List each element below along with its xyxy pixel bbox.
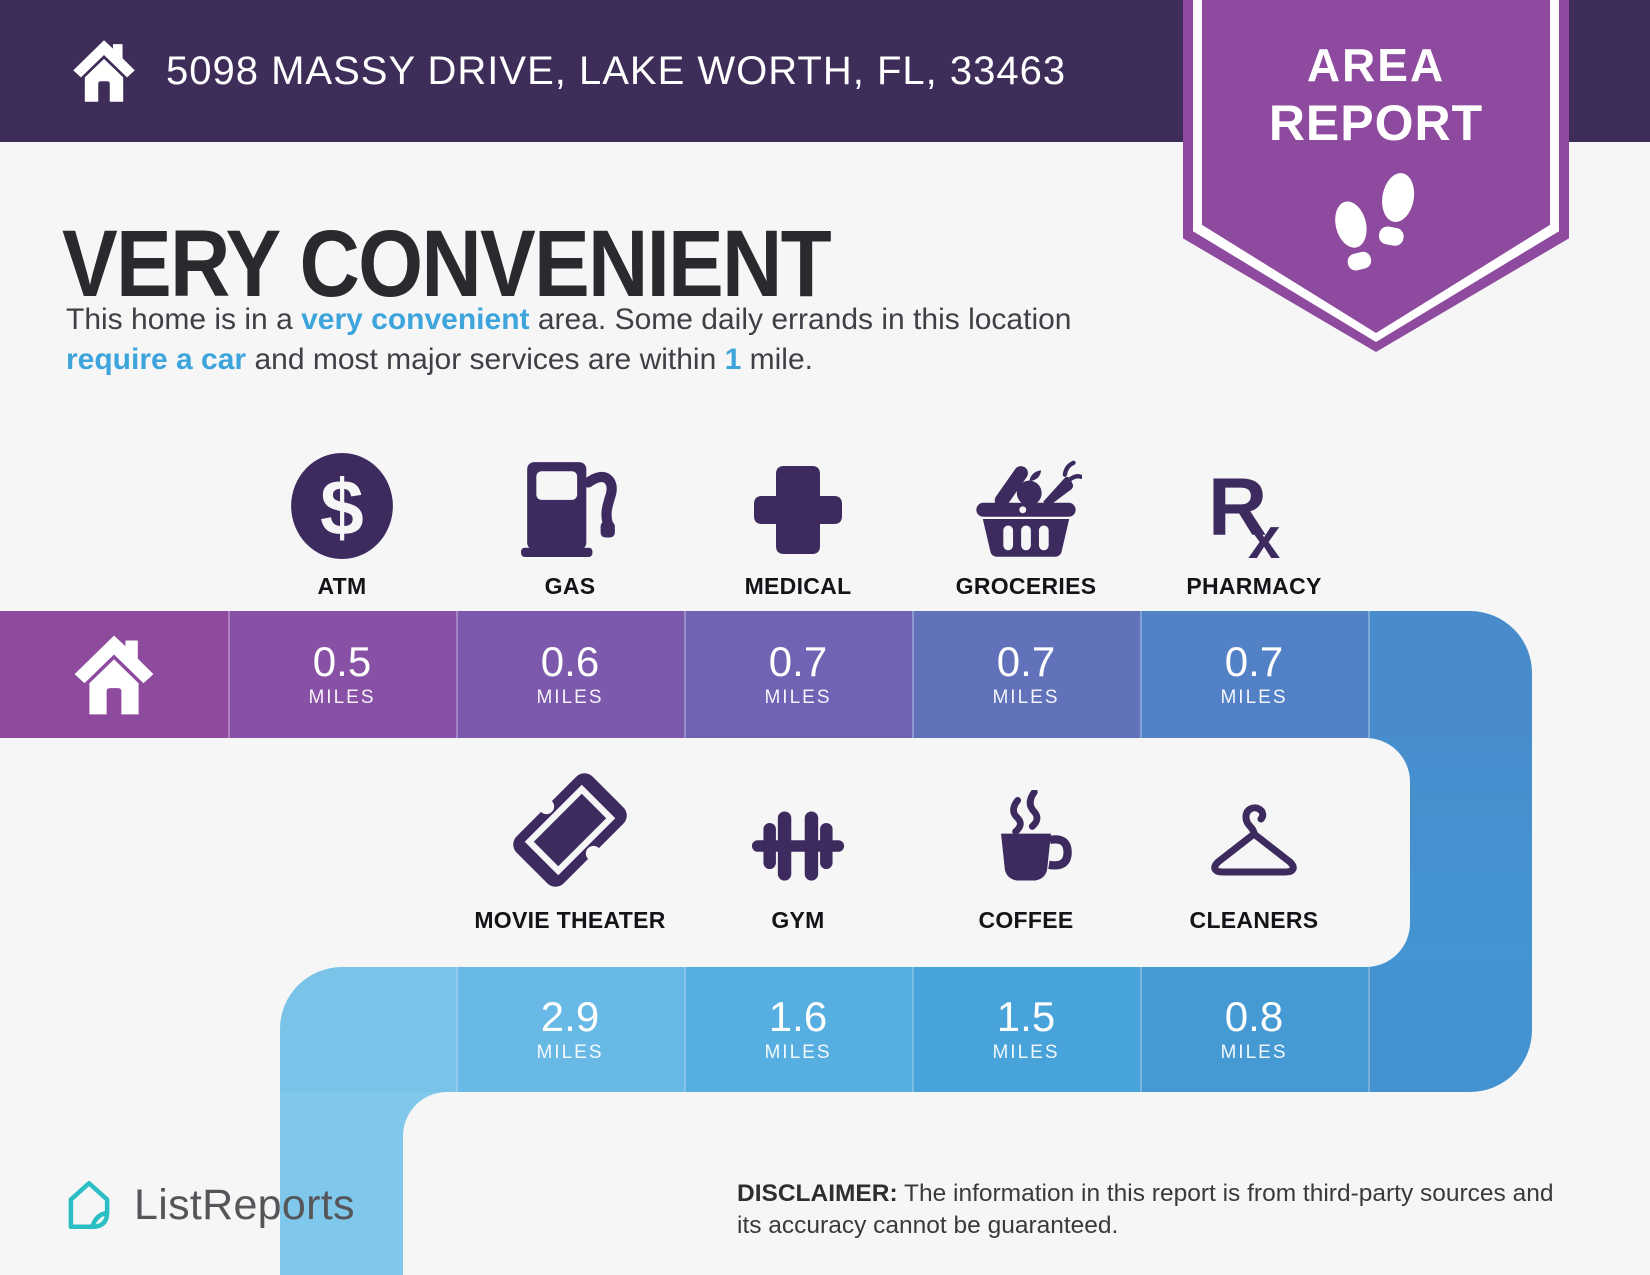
distance-value: 1.6 xyxy=(768,993,828,1040)
distance-value: 2.9 xyxy=(540,993,600,1040)
disclaimer-text: The information in this report is from t… xyxy=(737,1180,1554,1239)
paragraph-text: area. Some daily errands in this locatio… xyxy=(529,303,1072,336)
distance-value: 0.7 xyxy=(996,638,1056,685)
poi-label: MOVIE THEATER xyxy=(474,907,666,933)
home-segment xyxy=(0,611,228,738)
groceries-icon xyxy=(970,438,1082,560)
distance-value: 0.7 xyxy=(768,638,828,685)
pharmacy-icon: R x xyxy=(1204,438,1304,560)
paragraph-text: mile. xyxy=(741,343,813,376)
distance-unit: MILES xyxy=(308,687,376,708)
highlighted-text: 1 xyxy=(724,343,742,376)
distance-unit: MILES xyxy=(536,687,604,708)
poi-label: COFFEE xyxy=(978,907,1074,933)
gym-icon xyxy=(728,772,868,894)
poi-pharmacy: R x PHARMACY xyxy=(1140,438,1368,600)
distance-unit: MILES xyxy=(992,687,1060,708)
distance-unit: MILES xyxy=(992,1042,1060,1063)
badge-title-line1: AREA xyxy=(1306,39,1446,91)
poi-gym: GYM xyxy=(684,772,912,934)
poi-label: ATM xyxy=(317,573,367,599)
intro-paragraph: This home is in a very convenient area. … xyxy=(66,300,1146,380)
svg-text:$: $ xyxy=(320,464,364,552)
distance-value: 0.7 xyxy=(1224,638,1284,685)
distance-bar-2: 2.9 MILES 1.6 MILES 1.5 MILES 0.8 MILES xyxy=(280,967,1532,1092)
badge-title-line2: REPORT xyxy=(1268,95,1484,151)
distance-cell-medical: 0.7 MILES xyxy=(684,611,912,738)
poi-label: CLEANERS xyxy=(1189,907,1319,933)
page-title: VERY CONVENIENT xyxy=(62,211,832,317)
distance-cell-atm: 0.5 MILES xyxy=(228,611,456,738)
distance-cell-movie-theater: 2.9 MILES xyxy=(456,967,684,1092)
atm-icon: $ xyxy=(289,438,395,560)
poi-label: PHARMACY xyxy=(1186,573,1322,599)
distance-cell-gym: 1.6 MILES xyxy=(684,967,912,1092)
gas-icon xyxy=(519,438,621,560)
area-report-badge: AREA REPORT xyxy=(1183,0,1569,352)
home-icon xyxy=(73,629,155,721)
listreports-logo-text: ListReports xyxy=(134,1180,355,1229)
distance-unit: MILES xyxy=(536,1042,604,1063)
poi-cleaners: CLEANERS xyxy=(1140,772,1368,934)
distance-value: 0.5 xyxy=(312,638,372,685)
distance-value: 0.8 xyxy=(1224,993,1284,1040)
poi-movie-theater: MOVIE THEATER xyxy=(456,772,684,934)
movie-theater-icon xyxy=(506,772,634,894)
route-gap-middle xyxy=(0,738,1410,967)
poi-label: GYM xyxy=(771,907,825,933)
poi-label: GROCERIES xyxy=(955,573,1097,599)
coffee-icon xyxy=(972,772,1080,894)
route-segment xyxy=(280,967,456,1092)
poi-label: GAS xyxy=(544,573,596,599)
distance-unit: MILES xyxy=(764,687,832,708)
highlighted-text: very convenient xyxy=(301,303,530,336)
poi-groceries: GROCERIES xyxy=(912,438,1140,600)
distance-unit: MILES xyxy=(764,1042,832,1063)
route-segment xyxy=(1368,967,1532,1092)
route-gap-bottom xyxy=(403,1092,1650,1275)
disclaimer-label: DISCLAIMER: xyxy=(737,1180,898,1207)
listreports-logo-icon xyxy=(60,1176,118,1234)
distance-cell-gas: 0.6 MILES xyxy=(456,611,684,738)
footprints-icon xyxy=(1317,166,1435,278)
poi-gas: GAS xyxy=(456,438,684,600)
distance-cell-coffee: 1.5 MILES xyxy=(912,967,1140,1092)
disclaimer: DISCLAIMER: The information in this repo… xyxy=(737,1178,1582,1241)
distance-value: 0.6 xyxy=(540,638,600,685)
medical-icon xyxy=(748,438,848,560)
poi-medical: MEDICAL xyxy=(684,438,912,600)
svg-text:x: x xyxy=(1248,506,1280,560)
listreports-logo: ListReports xyxy=(60,1176,355,1234)
distance-unit: MILES xyxy=(1220,1042,1288,1063)
highlighted-text: require a car xyxy=(66,343,247,376)
property-address: 5098 MASSY DRIVE, LAKE WORTH, FL, 33463 xyxy=(166,48,1067,93)
home-icon xyxy=(72,39,136,103)
distance-cell-cleaners: 0.8 MILES xyxy=(1140,967,1368,1092)
distance-cell-pharmacy: 0.7 MILES xyxy=(1140,611,1368,738)
paragraph-text: and most major services are within xyxy=(246,343,725,376)
cleaners-icon xyxy=(1195,772,1313,894)
distance-unit: MILES xyxy=(1220,687,1288,708)
distance-bar-1: 0.5 MILES 0.6 MILES 0.7 MILES 0.7 MILES 0.7 MILES xyxy=(0,611,1532,738)
poi-label: MEDICAL xyxy=(744,573,852,599)
route-segment xyxy=(1368,611,1532,738)
paragraph-text: This home is in a xyxy=(66,303,302,336)
svg-text:R: R xyxy=(1208,462,1267,553)
distance-value: 1.5 xyxy=(996,993,1056,1040)
distance-cell-groceries: 0.7 MILES xyxy=(912,611,1140,738)
poi-coffee: COFFEE xyxy=(912,772,1140,934)
poi-atm: $ ATM xyxy=(228,438,456,600)
